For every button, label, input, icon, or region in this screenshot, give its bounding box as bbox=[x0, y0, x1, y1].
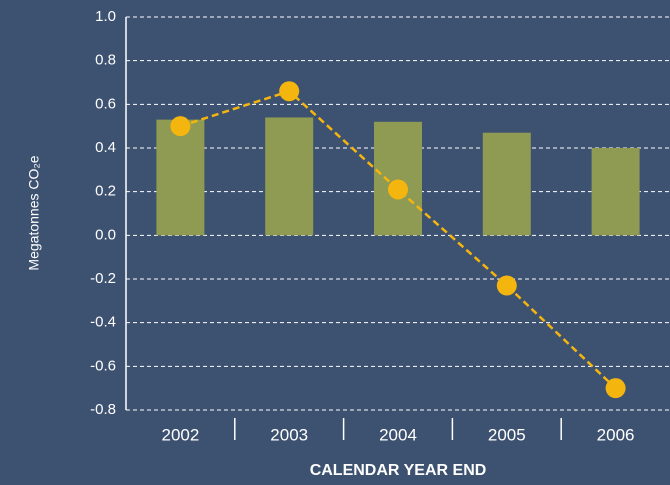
bar bbox=[482, 132, 531, 236]
line-point bbox=[279, 81, 300, 102]
bar bbox=[265, 117, 314, 236]
y-tick-label: 1.0 bbox=[95, 8, 116, 25]
y-tick-label: 0.4 bbox=[95, 139, 116, 156]
y-tick-label: 0.2 bbox=[95, 183, 116, 200]
y-tick-label: -0.6 bbox=[90, 357, 116, 374]
line-point bbox=[388, 179, 408, 200]
y-axis-label: Megatonnes CO₂e bbox=[26, 155, 42, 270]
x-tick-label: 2003 bbox=[270, 425, 308, 444]
x-tick-label: 2004 bbox=[379, 425, 417, 444]
bar bbox=[156, 119, 205, 236]
line-point bbox=[496, 275, 517, 296]
y-tick-label: -0.8 bbox=[90, 401, 116, 418]
x-axis-label: CALENDAR YEAR END bbox=[310, 462, 487, 479]
y-tick-label: 0.0 bbox=[95, 226, 116, 243]
line-point bbox=[170, 116, 191, 137]
x-tick-label: 2002 bbox=[161, 425, 199, 444]
y-tick-label: 0.6 bbox=[95, 95, 116, 112]
x-tick-label: 2006 bbox=[597, 425, 635, 444]
bar bbox=[591, 148, 640, 236]
bar bbox=[374, 121, 422, 236]
y-tick-label: -0.2 bbox=[90, 270, 116, 287]
line bbox=[180, 89, 617, 390]
y-tick-label: 0.8 bbox=[95, 52, 116, 69]
x-tick-label: 2005 bbox=[488, 425, 526, 444]
y-tick-label: -0.4 bbox=[90, 314, 116, 331]
line-point bbox=[605, 378, 626, 399]
